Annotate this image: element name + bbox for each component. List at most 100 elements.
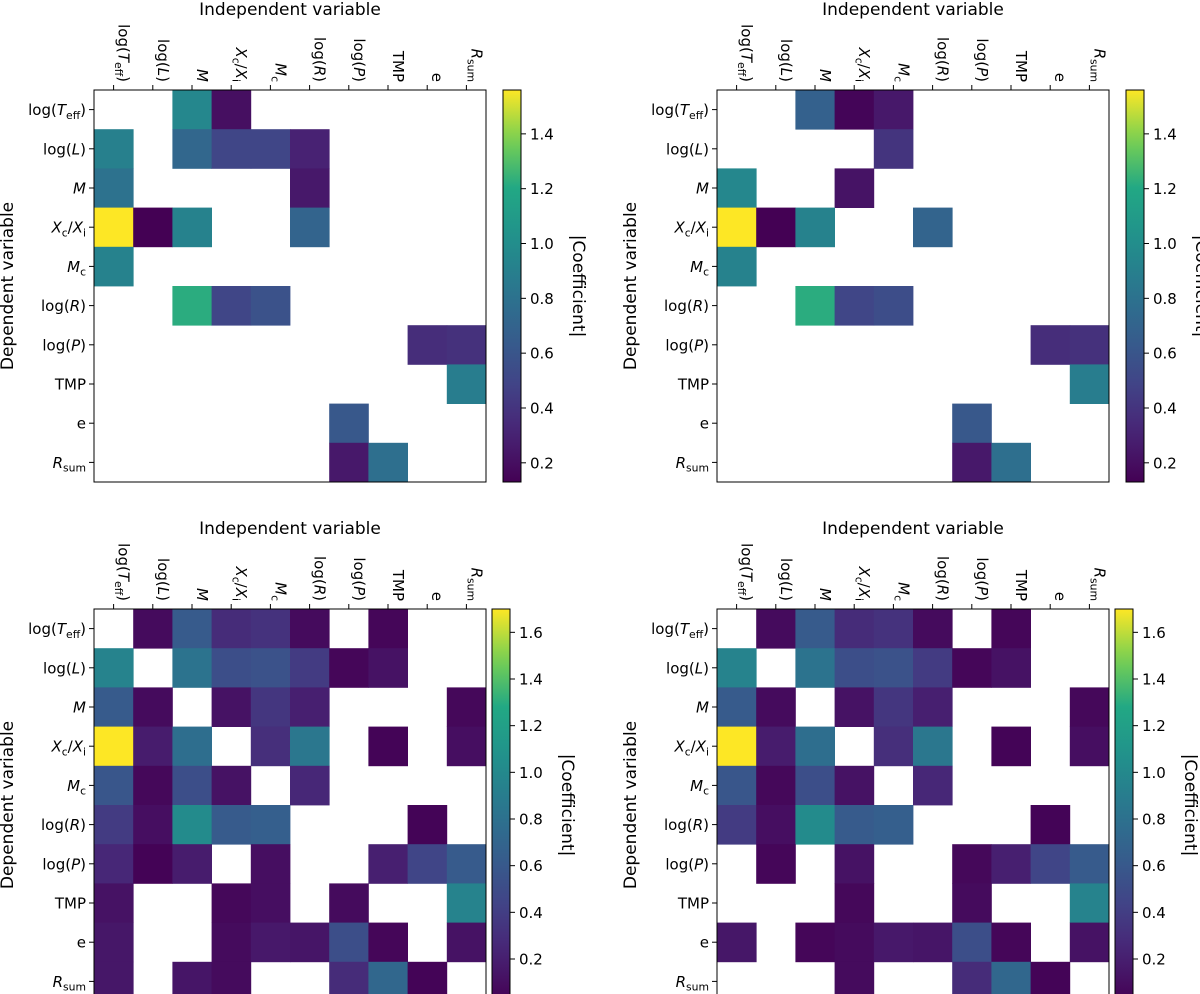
heatmap-cell: [368, 442, 408, 483]
colorbar-tick-label: 0.6: [1142, 857, 1166, 875]
heatmap-cell: [1069, 883, 1110, 923]
heatmap-cell: [172, 286, 212, 326]
heatmap-cell: [717, 805, 757, 845]
heatmap-cell: [834, 844, 875, 884]
heatmap-cell: [172, 805, 212, 845]
heatmap-cell: [1030, 325, 1071, 365]
x-tick-label: log(L): [154, 39, 172, 82]
heatmap-cell: [717, 726, 757, 767]
x-tick-label: log(Teff​): [112, 24, 133, 82]
heatmap-cell: [834, 922, 875, 963]
y-tick-label: log(R): [664, 816, 709, 834]
heatmap-cell: [834, 648, 875, 688]
heatmap-cell: [211, 129, 252, 169]
heatmap-cell: [250, 286, 291, 326]
heatmap-cell: [290, 648, 330, 688]
x-tick-label: Rsum​: [465, 568, 486, 601]
y-tick-label: M: [73, 180, 86, 198]
y-axis-label: Dependent variable: [0, 202, 18, 370]
heatmap-panel-2: Independent variable Dependent variable lo…: [621, 0, 1200, 483]
heatmap-cell: [1069, 364, 1110, 404]
y-tick-label: Mc​: [67, 258, 86, 279]
x-tick-label: Xc​/Xi​: [852, 46, 873, 82]
heatmap-cell: [873, 805, 914, 845]
colorbar-tick-label: 1.6: [519, 624, 543, 642]
x-tick-label: log(L): [154, 558, 172, 601]
heatmap-cell: [172, 90, 212, 130]
heatmap-cell: [368, 648, 408, 688]
y-tick-label: Mc​: [690, 258, 709, 279]
x-tick-label: log(L): [777, 558, 795, 601]
heatmap-cell: [717, 246, 757, 287]
heatmap-cell: [446, 922, 487, 963]
heatmap-cell: [756, 844, 796, 884]
heatmap-cell: [795, 90, 835, 130]
heatmap-cell: [1069, 325, 1110, 365]
heatmap-cell: [211, 648, 252, 688]
heatmap-cell: [172, 648, 212, 688]
colorbar-tick-label: 1.0: [519, 764, 543, 782]
heatmap-cell: [795, 648, 835, 688]
heatmap-cell: [446, 883, 487, 923]
y-tick-label: log(P): [42, 336, 86, 354]
heatmap-cell: [795, 609, 835, 649]
heatmap-cell: [913, 648, 953, 688]
y-tick-label: e: [77, 415, 86, 433]
heatmap-cell: [290, 765, 330, 806]
heatmap-cell: [172, 726, 212, 767]
x-tick-label: Mc​: [892, 582, 913, 601]
heatmap-cell: [94, 648, 134, 688]
x-tick-label: Rsum​: [1088, 568, 1109, 601]
x-tick-label: log(R): [311, 556, 329, 601]
x-tick-label: Rsum​: [1088, 49, 1109, 82]
heatmap-cell: [991, 726, 1031, 767]
heatmap-cell: [250, 687, 291, 727]
heatmap-cell: [834, 286, 875, 326]
heatmap-cell: [211, 286, 252, 326]
y-tick-label: log(P): [665, 855, 709, 873]
colorbar-tick-label: 1.4: [519, 671, 543, 689]
heatmap-cell: [717, 922, 757, 963]
heatmap-cell: [913, 922, 953, 963]
heatmap-cell: [133, 687, 173, 727]
heatmap-cell: [368, 922, 408, 963]
x-tick-label: log(R): [934, 556, 952, 601]
heatmap-cell: [1069, 922, 1110, 963]
colorbar-tick-label: 1.4: [1142, 671, 1166, 689]
colorbar-tick-label: 0.8: [519, 811, 543, 829]
heatmap-cell: [717, 648, 757, 688]
colorbar-tick-label: 0.6: [1153, 345, 1177, 363]
y-tick-label: log(R): [664, 297, 709, 315]
heatmap-cell: [446, 726, 487, 767]
heatmap-cell: [250, 922, 291, 963]
heatmap-panel-1: Independent variable Dependent variable lo…: [0, 0, 588, 483]
heatmap-cell: [756, 609, 796, 649]
heatmap-cell: [250, 609, 291, 649]
axis-title: Independent variable: [822, 0, 1004, 20]
heatmap-cell: [290, 922, 330, 963]
plot-frame: [716, 89, 1110, 483]
heatmap-cell: [834, 883, 875, 923]
x-tick-label: TMP: [1012, 50, 1030, 82]
heatmap-cell: [873, 286, 914, 326]
y-tick-label: log(Teff​): [28, 101, 86, 122]
colorbar-tick-label: 1.2: [1142, 717, 1166, 735]
heatmap-cell: [1030, 805, 1071, 845]
heatmap-cell: [368, 726, 408, 767]
heatmap-cell: [1069, 687, 1110, 727]
colorbar-tick-label: 1.4: [1153, 125, 1177, 143]
colorbar-tick-label: 1.0: [1153, 235, 1177, 253]
heatmap-cell: [211, 765, 252, 806]
heatmap-cell: [756, 805, 796, 845]
heatmap-cell: [329, 648, 369, 688]
colorbar-label: |Coefficient|: [1191, 235, 1200, 338]
heatmap-cell: [94, 922, 134, 963]
heatmap-cell: [873, 726, 914, 767]
y-tick-label: e: [700, 934, 709, 952]
heatmap-cell: [172, 609, 212, 649]
y-tick-label: Mc​: [67, 777, 86, 798]
x-tick-label: log(P): [350, 38, 368, 82]
x-tick-label: log(Teff​): [735, 543, 756, 601]
y-tick-label: log(L): [666, 140, 709, 158]
x-tick-label: Mc​: [269, 63, 290, 82]
